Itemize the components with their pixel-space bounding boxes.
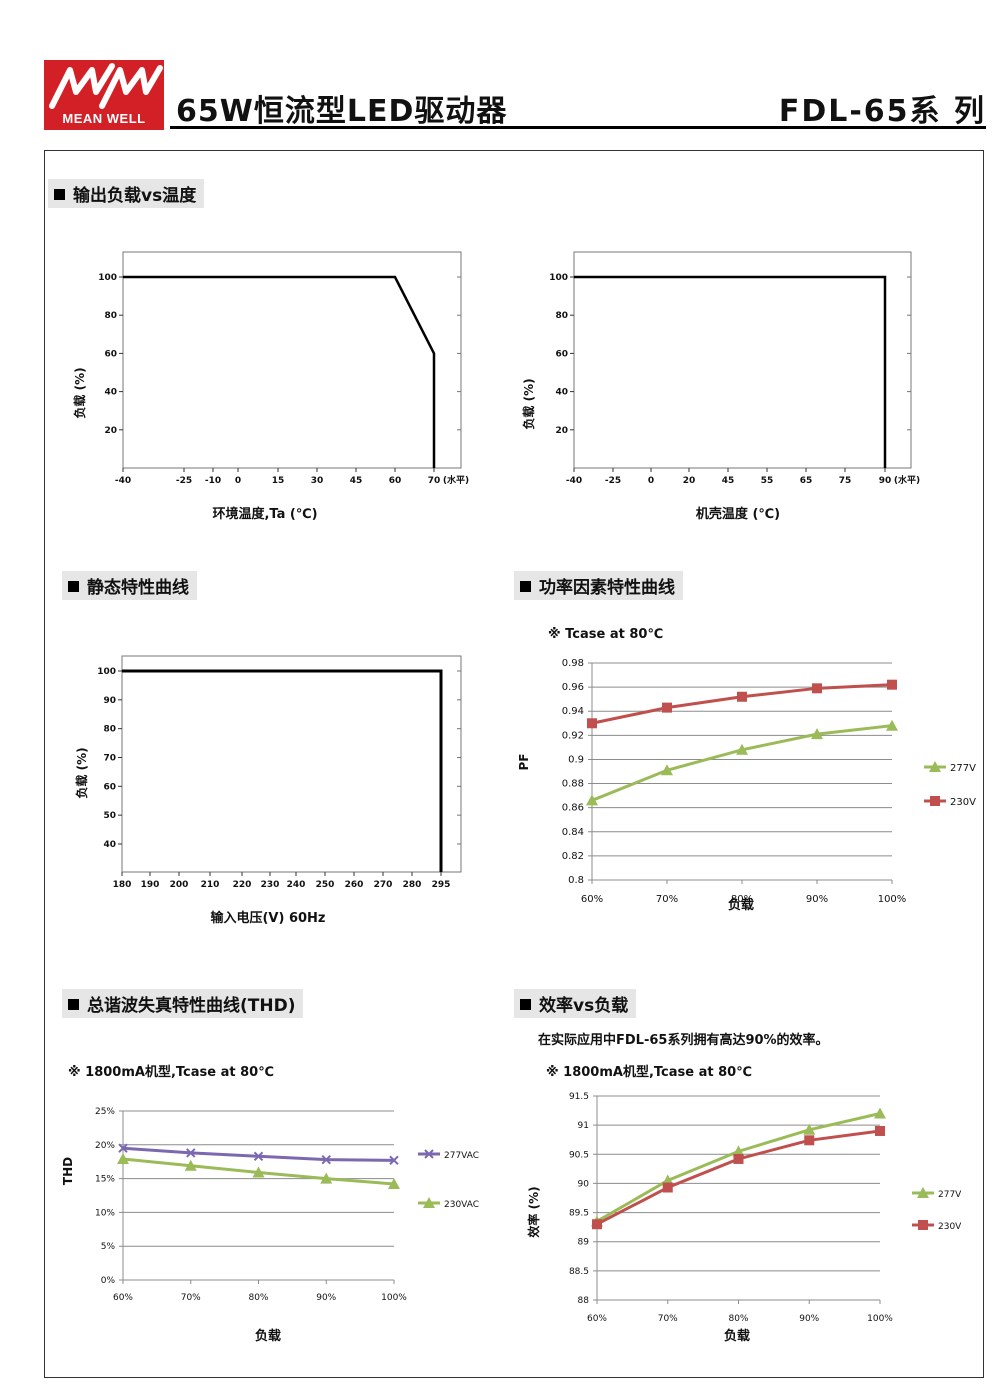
section-thd: 总谐波失真特性曲线(THD) xyxy=(62,989,304,1018)
header-rule xyxy=(170,126,986,129)
pf-note: ※ Tcase at 80℃ xyxy=(548,627,664,642)
bullet-square-icon xyxy=(68,581,79,592)
bullet-square-icon xyxy=(68,999,79,1010)
eff-note: ※ 1800mA机型,Tcase at 80℃ xyxy=(546,1065,752,1080)
document-title: 65W恒流型LED驱动器 xyxy=(176,94,508,129)
series-name: FDL-65系 列 xyxy=(778,94,986,129)
bullet-square-icon xyxy=(520,999,531,1010)
section-derating: 输出负载vs温度 xyxy=(48,179,205,208)
section-derating-label: 输出负载vs温度 xyxy=(73,186,197,206)
logo-text: MEAN WELL xyxy=(62,111,146,126)
mw-logo-glyph xyxy=(49,63,163,109)
section-thd-label: 总谐波失真特性曲线(THD) xyxy=(87,996,296,1016)
section-static: 静态特性曲线 xyxy=(62,571,197,600)
meanwell-logo: MEAN WELL xyxy=(44,60,164,130)
section-pf-label: 功率因素特性曲线 xyxy=(539,578,675,598)
section-static-label: 静态特性曲线 xyxy=(87,578,189,598)
content-frame xyxy=(44,150,984,1378)
section-eff: 效率vs负载 xyxy=(514,989,637,1018)
section-eff-label: 效率vs负载 xyxy=(539,996,629,1016)
thd-note: ※ 1800mA机型,Tcase at 80℃ xyxy=(68,1065,274,1080)
section-pf: 功率因素特性曲线 xyxy=(514,571,683,600)
eff-description: 在实际应用中FDL-65系列拥有高达90%的效率。 xyxy=(538,1033,829,1048)
bullet-square-icon xyxy=(520,581,531,592)
bullet-square-icon xyxy=(54,189,65,200)
